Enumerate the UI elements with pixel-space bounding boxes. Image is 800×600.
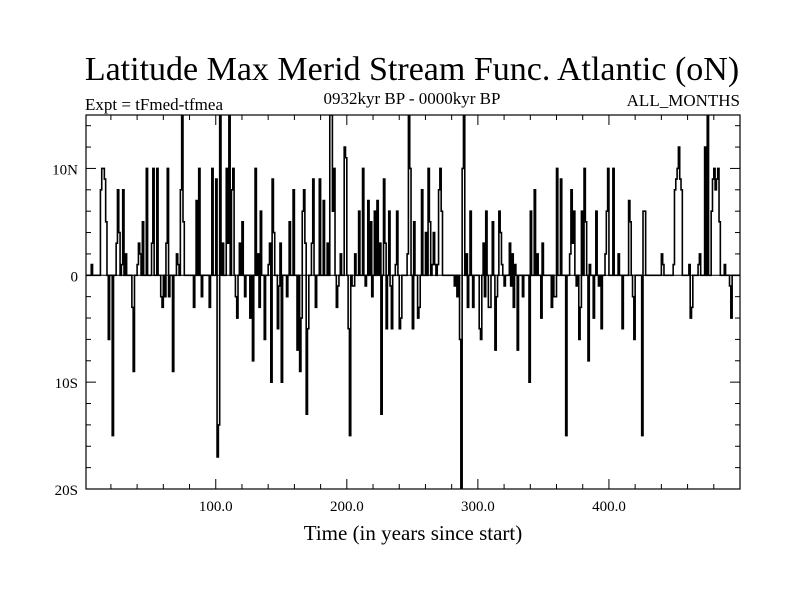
series-layer (86, 115, 740, 489)
x-axis-label: Time (in years since start) (304, 521, 523, 545)
months-label: ALL_MONTHS (627, 91, 740, 110)
time-range-label: 0932kyr BP - 0000kyr BP (324, 89, 501, 108)
x-tick-label: 400.0 (592, 499, 626, 515)
plot-frame (85, 114, 741, 490)
ticks-layer (86, 115, 740, 489)
x-tick-label: 300.0 (461, 499, 495, 515)
series-line-0 (86, 115, 740, 489)
plot-area (85, 114, 741, 490)
x-tick-label: 100.0 (199, 499, 233, 515)
y-tick-label: 20S (55, 483, 78, 499)
y-tick-label: 0 (71, 269, 79, 285)
tick-labels: 100.0 200.0 300.0 400.0 10N 0 10S 20S (52, 162, 626, 515)
chart-title: Latitude Max Merid Stream Func. Atlantic… (85, 51, 739, 88)
y-tick-label: 10S (55, 376, 78, 392)
y-tick-label: 10N (52, 162, 78, 178)
x-tick-label: 200.0 (330, 499, 364, 515)
experiment-label: Expt = tFmed-tfmea (85, 95, 223, 114)
